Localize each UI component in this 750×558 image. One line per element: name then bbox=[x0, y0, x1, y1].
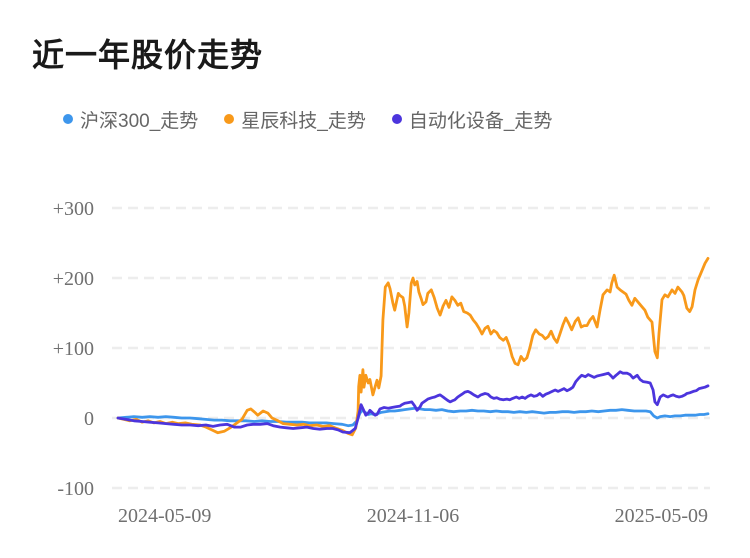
series-line-automation-equipment bbox=[116, 370, 710, 435]
legend-marker-automation-equipment bbox=[391, 114, 402, 124]
page-title: 近一年股价走势 bbox=[32, 37, 264, 73]
legend-label-hs300: 沪深300_走势 bbox=[80, 110, 199, 132]
legend-item-xingchen-tech[interactable]: 星辰科技_走势 bbox=[224, 106, 366, 133]
legend-item-automation-equipment[interactable]: 自动化设备_走势 bbox=[391, 106, 553, 133]
y-tick-label: -100 bbox=[57, 478, 94, 500]
x-tick-label: 2025-05-09 bbox=[615, 505, 708, 527]
legend-label-xingchen-tech: 星辰科技_走势 bbox=[241, 110, 366, 132]
legend-marker-hs300 bbox=[63, 114, 73, 124]
chart-legend: 沪深300_走势 星辰科技_走势 自动化设备_走势 bbox=[63, 106, 552, 132]
y-tick-label: +100 bbox=[53, 338, 94, 360]
legend-marker-xingchen-tech bbox=[224, 114, 235, 124]
x-tick-label: 2024-11-06 bbox=[367, 505, 460, 527]
x-tick-label: 2024-05-09 bbox=[118, 505, 211, 527]
series-line-hs300 bbox=[116, 406, 710, 428]
legend-item-hs300[interactable]: 沪深300_走势 bbox=[63, 106, 198, 133]
legend-label-automation-equipment: 自动化设备_走势 bbox=[408, 110, 553, 132]
y-tick-label: +200 bbox=[53, 268, 94, 290]
series-line-xingchen-tech bbox=[116, 256, 710, 437]
y-tick-label: 0 bbox=[84, 408, 94, 430]
y-tick-label: +300 bbox=[53, 198, 94, 220]
